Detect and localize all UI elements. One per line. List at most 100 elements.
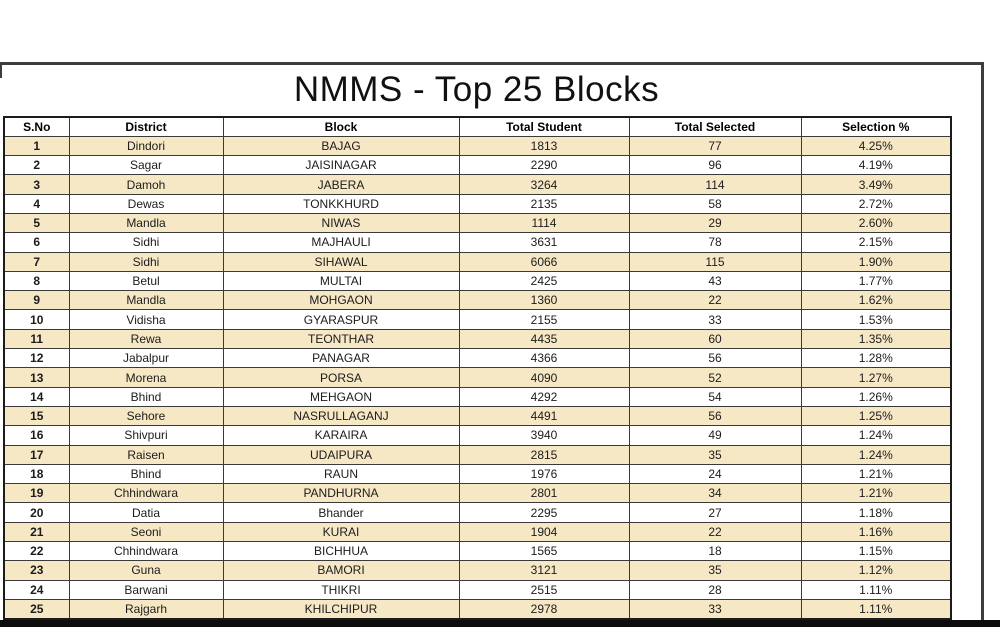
table-cell: Chhindwara (68, 541, 224, 562)
table-cell: Chhindwara (68, 483, 224, 504)
table-cell: Seoni (68, 521, 224, 543)
table-cell: KHILCHIPUR (222, 598, 460, 620)
table-row: 18 Bhind RAUN 1976 24 1.21% (3, 463, 952, 485)
table-body: 1 Dindori BAJAG 1813 77 4.25% 2 Sagar JAISINAGAR… (3, 135, 952, 620)
table-cell: JABERA (222, 174, 460, 195)
table-cell: 3.49% (800, 174, 952, 195)
table-cell: 49 (628, 425, 802, 446)
table-cell: Sehore (68, 405, 224, 427)
table-cell: BAMORI (222, 560, 460, 581)
column-header-block: Block (222, 116, 460, 137)
table-cell: 1.26% (800, 386, 952, 407)
table-cell: 34 (628, 483, 802, 504)
table-cell: 2295 (458, 502, 630, 523)
table-cell: Bhind (68, 463, 224, 485)
frame-top-line (0, 62, 984, 65)
table-cell: 21 (3, 521, 70, 543)
column-header-total-student: Total Student (458, 116, 630, 137)
table-cell: PORSA (222, 367, 460, 388)
table-cell: 1.90% (800, 251, 952, 272)
table-cell: 56 (628, 405, 802, 427)
table-cell: 56 (628, 348, 802, 369)
table-cell: 1.18% (800, 502, 952, 523)
table-row: 25 Rajgarh KHILCHIPUR 2978 33 1.11% (3, 598, 952, 620)
table-cell: 6 (3, 232, 70, 253)
table-row: 13 Morena PORSA 4090 52 1.27% (3, 367, 952, 388)
table-row: 14 Bhind MEHGAON 4292 54 1.26% (3, 386, 952, 407)
table-cell: 58 (628, 193, 802, 214)
table-cell: Jabalpur (68, 348, 224, 369)
table-cell: 4491 (458, 405, 630, 427)
table-cell: 6066 (458, 251, 630, 272)
table-cell: 54 (628, 386, 802, 407)
table-cell: 96 (628, 155, 802, 176)
table-row: 8 Betul MULTAI 2425 43 1.77% (3, 270, 952, 292)
table-row: 10 Vidisha GYARASPUR 2155 33 1.53% (3, 309, 952, 330)
table-cell: Guna (68, 560, 224, 581)
table-cell: 43 (628, 270, 802, 292)
table-cell: 2425 (458, 270, 630, 292)
table-cell: NASRULLAGANJ (222, 405, 460, 427)
table-cell: Mandla (68, 212, 224, 234)
table-row: 22 Chhindwara BICHHUA 1565 18 1.15% (3, 541, 952, 562)
table-row: 17 Raisen UDAIPURA 2815 35 1.24% (3, 444, 952, 465)
column-header-total-selected: Total Selected (628, 116, 802, 137)
table-row: 1 Dindori BAJAG 1813 77 4.25% (3, 135, 952, 157)
table-cell: 17 (3, 444, 70, 465)
table-cell: 22 (628, 290, 802, 311)
table-cell: KURAI (222, 521, 460, 543)
table-cell: PANDHURNA (222, 483, 460, 504)
table-cell: 24 (3, 579, 70, 600)
table-cell: TONKKHURD (222, 193, 460, 214)
table-row: 11 Rewa TEONTHAR 4435 60 1.35% (3, 328, 952, 350)
table-cell: 1.16% (800, 521, 952, 543)
table-cell: 1.53% (800, 309, 952, 330)
table-cell: 20 (3, 502, 70, 523)
table-cell: 29 (628, 212, 802, 234)
table-cell: GYARASPUR (222, 309, 460, 330)
table-cell: Bhind (68, 386, 224, 407)
table-cell: 35 (628, 444, 802, 465)
frame-right-line (981, 62, 984, 621)
table-row: 24 Barwani THIKRI 2515 28 1.11% (3, 579, 952, 600)
table-cell: 114 (628, 174, 802, 195)
table-row: 16 Shivpuri KARAIRA 3940 49 1.24% (3, 425, 952, 446)
table-cell: 2815 (458, 444, 630, 465)
table-cell: 3940 (458, 425, 630, 446)
column-header-selection-pct: Selection % (800, 116, 952, 137)
table-cell: 2978 (458, 598, 630, 620)
table-cell: 4292 (458, 386, 630, 407)
page-title: NMMS - Top 25 Blocks (293, 70, 660, 109)
table-cell: Damoh (68, 174, 224, 195)
table-cell: 1904 (458, 521, 630, 543)
table-cell: Sidhi (68, 251, 224, 272)
table-cell: 1.24% (800, 425, 952, 446)
table-cell: 1.21% (800, 483, 952, 504)
table-row: 21 Seoni KURAI 1904 22 1.16% (3, 521, 952, 543)
table-cell: 2 (3, 155, 70, 176)
table-cell: TEONTHAR (222, 328, 460, 350)
table-row: 20 Datia Bhander 2295 27 1.18% (3, 502, 952, 523)
table-cell: 4090 (458, 367, 630, 388)
header-row: S.No District Block Total Student Total … (3, 116, 952, 137)
table-cell: Bhander (222, 502, 460, 523)
table-cell: 3121 (458, 560, 630, 581)
table-cell: 60 (628, 328, 802, 350)
table-cell: 33 (628, 598, 802, 620)
table-row: 2 Sagar JAISINAGAR 2290 96 4.19% (3, 155, 952, 176)
table-cell: KARAIRA (222, 425, 460, 446)
table-cell: 4.25% (800, 135, 952, 157)
table-cell: 35 (628, 560, 802, 581)
table-cell: 33 (628, 309, 802, 330)
table-cell: 13 (3, 367, 70, 388)
frame-left-line (0, 62, 2, 78)
table-cell: 8 (3, 270, 70, 292)
table-row: 5 Mandla NIWAS 1114 29 2.60% (3, 212, 952, 234)
table-cell: 22 (628, 521, 802, 543)
table-cell: BAJAG (222, 135, 460, 157)
table-cell: 27 (628, 502, 802, 523)
table-cell: 4435 (458, 328, 630, 350)
table-cell: SIHAWAL (222, 251, 460, 272)
table-row: 4 Dewas TONKKHURD 2135 58 2.72% (3, 193, 952, 214)
table-row: 19 Chhindwara PANDHURNA 2801 34 1.21% (3, 483, 952, 504)
